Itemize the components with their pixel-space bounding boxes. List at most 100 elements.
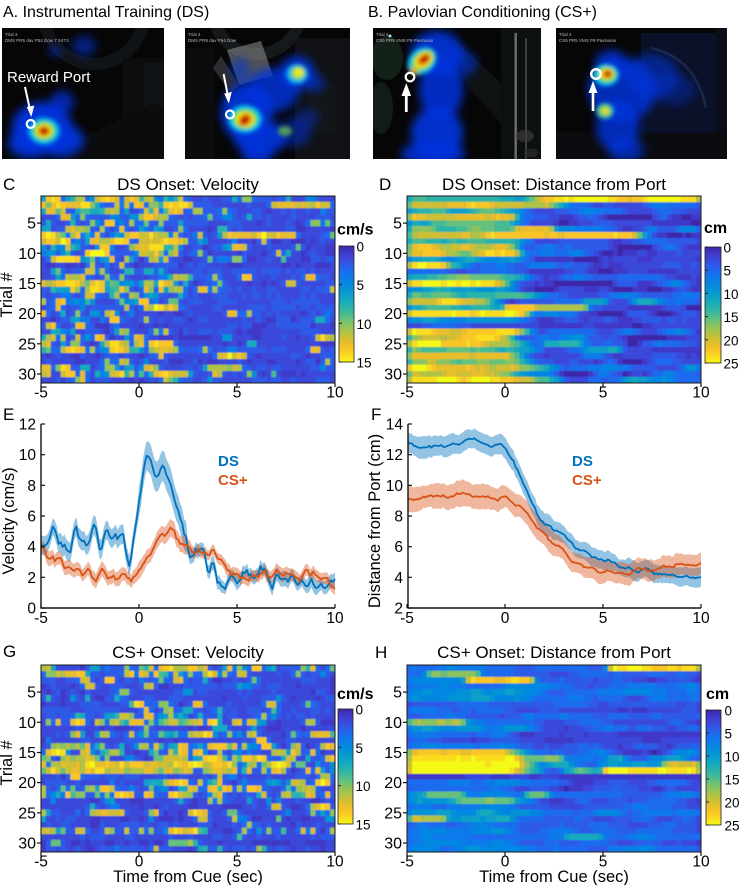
svg-text:10: 10 xyxy=(326,385,344,402)
svg-text:0: 0 xyxy=(357,240,365,255)
svg-text:6: 6 xyxy=(27,509,36,526)
svg-text:15: 15 xyxy=(384,745,402,762)
svg-text:0: 0 xyxy=(501,610,510,627)
svg-text:0: 0 xyxy=(135,854,144,871)
svg-text:C: C xyxy=(3,175,15,194)
svg-text:cm: cm xyxy=(704,220,727,237)
svg-text:Time from Cue (sec): Time from Cue (sec) xyxy=(113,868,263,885)
svg-text:DMS PR5 dav P54 Dow 7 S4T3: DMS PR5 dav P54 Dow 7 S4T3 xyxy=(5,38,69,43)
svg-text:CS+: CS+ xyxy=(572,472,602,489)
svg-text:20: 20 xyxy=(725,796,740,811)
svg-text:20: 20 xyxy=(18,775,36,792)
svg-text:-5: -5 xyxy=(400,385,414,402)
svg-text:0: 0 xyxy=(135,610,144,627)
svg-text:5: 5 xyxy=(599,854,608,871)
svg-text:0: 0 xyxy=(724,241,732,256)
svg-text:5: 5 xyxy=(233,854,242,871)
svg-text:10: 10 xyxy=(326,610,344,627)
svg-text:25: 25 xyxy=(724,357,739,372)
svg-text:DS: DS xyxy=(218,453,239,470)
svg-text:5: 5 xyxy=(724,264,732,279)
svg-text:10: 10 xyxy=(692,385,710,402)
svg-text:0: 0 xyxy=(725,704,733,719)
svg-text:-5: -5 xyxy=(400,854,414,871)
svg-text:0: 0 xyxy=(27,601,36,618)
svg-text:5: 5 xyxy=(599,610,608,627)
svg-text:cm/s: cm/s xyxy=(337,686,374,703)
svg-text:20: 20 xyxy=(384,306,402,323)
svg-text:E: E xyxy=(3,405,14,424)
svg-text:0: 0 xyxy=(501,854,510,871)
svg-text:20: 20 xyxy=(18,306,36,323)
svg-text:8: 8 xyxy=(394,509,403,526)
svg-text:cm: cm xyxy=(706,686,729,703)
svg-text:30: 30 xyxy=(384,836,402,853)
svg-text:10: 10 xyxy=(326,854,344,871)
svg-text:10: 10 xyxy=(724,287,739,302)
svg-text:30: 30 xyxy=(18,836,36,853)
svg-text:Time from Cue (sec): Time from Cue (sec) xyxy=(479,868,629,885)
svg-text:Trial 3: Trial 3 xyxy=(5,32,18,37)
svg-text:A. Instrumental Training (DS): A. Instrumental Training (DS) xyxy=(3,4,209,21)
svg-text:-5: -5 xyxy=(34,610,48,627)
svg-text:B. Pavlovian Conditioning (CS+: B. Pavlovian Conditioning (CS+) xyxy=(368,4,597,21)
svg-text:5: 5 xyxy=(599,385,608,402)
svg-text:14: 14 xyxy=(386,417,404,434)
svg-text:4: 4 xyxy=(27,539,36,556)
svg-text:DMS PR5 dav P54 Dow: DMS PR5 dav P54 Dow xyxy=(188,38,237,43)
svg-text:5: 5 xyxy=(27,685,36,702)
svg-text:5: 5 xyxy=(357,278,365,293)
svg-text:15: 15 xyxy=(725,773,740,788)
svg-text:10: 10 xyxy=(356,779,371,794)
svg-text:30: 30 xyxy=(18,367,36,384)
svg-text:10: 10 xyxy=(18,246,36,263)
svg-text:D: D xyxy=(379,175,391,194)
svg-text:10: 10 xyxy=(692,610,710,627)
svg-text:25: 25 xyxy=(18,805,36,822)
svg-text:0: 0 xyxy=(356,703,364,718)
svg-text:8: 8 xyxy=(27,478,36,495)
svg-text:15: 15 xyxy=(384,276,402,293)
svg-text:Trial #: Trial # xyxy=(0,272,16,318)
svg-text:10: 10 xyxy=(18,715,36,732)
svg-text:10: 10 xyxy=(384,715,402,732)
svg-text:CS+: CS+ xyxy=(218,472,248,489)
svg-text:5: 5 xyxy=(356,741,364,756)
svg-text:5: 5 xyxy=(393,216,402,233)
svg-text:cm/s: cm/s xyxy=(337,222,374,239)
svg-text:12: 12 xyxy=(19,417,36,434)
svg-text:25: 25 xyxy=(384,805,402,822)
svg-text:CS5 PR5 VMS P9 Pavlovian: CS5 PR5 VMS P9 Pavlovian xyxy=(559,38,617,43)
svg-text:DS Onset: Distance from Port: DS Onset: Distance from Port xyxy=(442,175,666,194)
svg-text:25: 25 xyxy=(725,819,740,834)
svg-text:F: F xyxy=(371,405,381,424)
svg-text:10: 10 xyxy=(725,750,740,765)
svg-text:-5: -5 xyxy=(400,610,414,627)
svg-text:DS Onset: Velocity: DS Onset: Velocity xyxy=(117,175,259,194)
svg-text:5: 5 xyxy=(233,610,242,627)
svg-text:15: 15 xyxy=(357,356,372,371)
svg-text:Trial #: Trial # xyxy=(0,740,16,786)
svg-text:Reward Port: Reward Port xyxy=(7,69,91,86)
svg-text:CS+ Onset: Distance from Port: CS+ Onset: Distance from Port xyxy=(437,643,671,662)
svg-text:-5: -5 xyxy=(34,854,48,871)
svg-text:15: 15 xyxy=(18,745,36,762)
svg-text:25: 25 xyxy=(384,336,402,353)
svg-text:G: G xyxy=(3,642,16,661)
svg-text:30: 30 xyxy=(384,367,402,384)
svg-text:20: 20 xyxy=(384,775,402,792)
svg-text:15: 15 xyxy=(18,276,36,293)
svg-text:5: 5 xyxy=(27,216,36,233)
svg-text:DS: DS xyxy=(572,453,593,470)
svg-text:0: 0 xyxy=(501,385,510,402)
svg-text:20: 20 xyxy=(724,333,739,348)
svg-text:CS5 PR5 VMS P9 Pavlovian: CS5 PR5 VMS P9 Pavlovian xyxy=(376,38,434,43)
svg-text:5: 5 xyxy=(393,685,402,702)
svg-text:10: 10 xyxy=(19,447,37,464)
svg-text:Trial 4: Trial 4 xyxy=(559,32,572,37)
svg-text:H: H xyxy=(375,643,387,662)
svg-text:25: 25 xyxy=(18,336,36,353)
svg-text:10: 10 xyxy=(386,478,404,495)
svg-text:12: 12 xyxy=(386,447,403,464)
svg-text:10: 10 xyxy=(357,317,372,332)
